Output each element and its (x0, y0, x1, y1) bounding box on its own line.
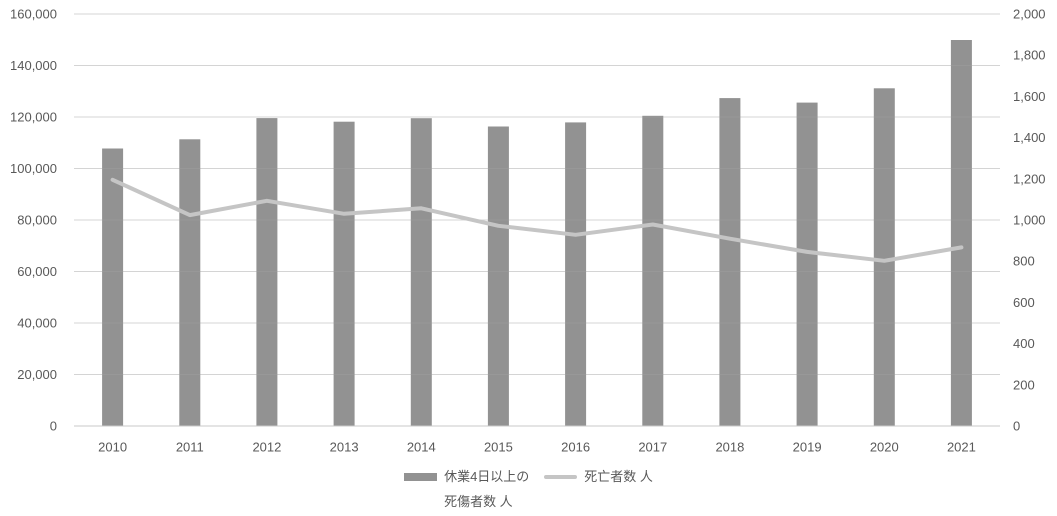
bar-2020 (873, 88, 895, 427)
x-axis-tick-label: 2016 (561, 440, 590, 455)
chart-legend: 休業4日以上の 死傷者数 人 死亡者数 人 (0, 464, 1057, 514)
deaths-line (110, 177, 964, 263)
left-axis-tick-label: 120,000 (10, 110, 57, 125)
left-axis-tick-label: 100,000 (10, 161, 57, 176)
x-axis-tick-label: 2019 (793, 440, 822, 455)
right-axis-tick-label: 200 (1013, 377, 1035, 392)
bar-2011 (179, 139, 201, 427)
bar-2012 (256, 118, 278, 426)
right-axis-tick-label: 1,200 (1013, 171, 1046, 186)
x-axis-tick-label: 2021 (947, 440, 976, 455)
bar-2010 (102, 148, 124, 426)
right-axis-tick-label: 800 (1013, 254, 1035, 269)
right-axis-tick-label: 600 (1013, 295, 1035, 310)
right-axis-tick-label: 0 (1013, 419, 1020, 434)
bar-2019 (796, 102, 818, 426)
left-axis-tick-label: 0 (50, 419, 57, 434)
x-axis-tick-label: 2018 (715, 440, 744, 455)
left-axis-tick-label: 40,000 (17, 316, 57, 331)
left-axis-tick-label: 60,000 (17, 264, 57, 279)
bar-2013 (333, 121, 355, 426)
legend-line-swatch-icon (544, 475, 578, 479)
legend-item-casualties: 休業4日以上の 死傷者数 人 (404, 464, 529, 514)
x-axis-tick-label: 2013 (330, 440, 359, 455)
x-axis-tick-label: 2014 (407, 440, 436, 455)
right-axis-tick-label: 1,600 (1013, 89, 1046, 104)
x-axis-tick-label: 2011 (176, 440, 204, 455)
right-axis-tick-label: 1,400 (1013, 130, 1046, 145)
right-axis-tick-label: 2,000 (1013, 7, 1046, 22)
left-axis-tick-label: 160,000 (10, 7, 57, 22)
legend-casualties-label-line1: 休業4日以上の (444, 469, 530, 484)
right-axis-tick-label: 1,800 (1013, 48, 1046, 63)
legend-bar-swatch-icon (404, 473, 438, 481)
left-axis-tick-label: 80,000 (17, 213, 57, 228)
bar-2016 (565, 122, 587, 427)
x-axis-tick-label: 2010 (98, 440, 127, 455)
bar-2015 (487, 126, 509, 426)
legend-deaths-label: 死亡者数 人 (584, 469, 653, 484)
left-axis-tick-label: 140,000 (10, 58, 57, 73)
right-axis-tick-label: 400 (1013, 336, 1035, 351)
legend-item-deaths: 死亡者数 人 (544, 464, 653, 489)
bar-2017 (642, 115, 664, 427)
legend-casualties-label-line2: 死傷者数 人 (444, 494, 513, 509)
bar-2021 (950, 40, 972, 426)
x-axis-tick-label: 2020 (870, 440, 899, 455)
x-axis-tick-label: 2015 (484, 440, 513, 455)
right-axis-tick-label: 1,000 (1013, 213, 1046, 228)
left-axis-tick-label: 20,000 (17, 367, 57, 382)
bar-2018 (719, 98, 741, 426)
bar-2014 (410, 118, 432, 426)
x-axis-tick-label: 2017 (638, 440, 667, 455)
x-axis-tick-label: 2012 (252, 440, 281, 455)
